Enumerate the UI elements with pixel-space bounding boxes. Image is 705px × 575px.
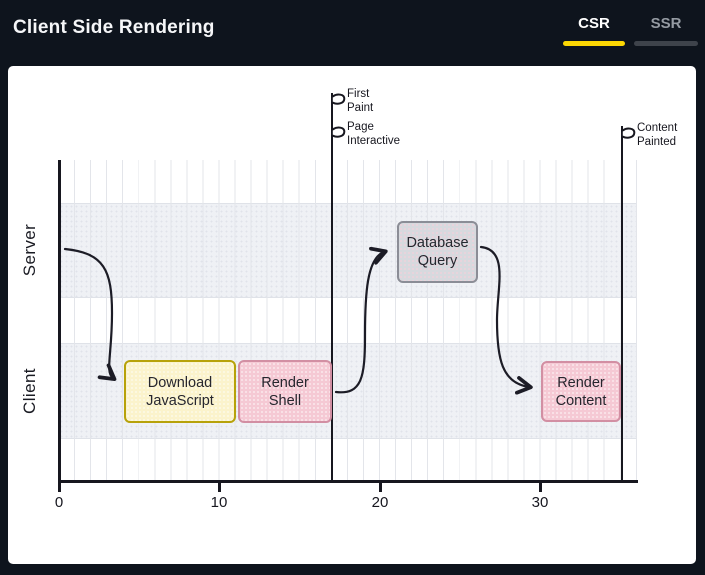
server-lane-label: Server	[20, 223, 39, 277]
grid-lines	[59, 160, 637, 481]
page-interactive-label: Page Interactive	[347, 121, 401, 147]
x-tick-label-10: 10	[210, 494, 228, 511]
tab-csr[interactable]: CSR	[563, 15, 625, 46]
first-paint-flag-line	[330, 93, 334, 481]
x-tick-20	[378, 483, 382, 492]
tab-ssr-underline	[634, 41, 698, 46]
first-paint-flag-icon	[331, 93, 346, 105]
content-painted-flag-icon	[621, 127, 636, 139]
tab-ssr[interactable]: SSR	[634, 15, 698, 46]
x-tick-label-20: 20	[371, 494, 389, 511]
y-axis	[57, 160, 61, 482]
tab-csr-label: CSR	[578, 15, 610, 32]
tab-bar: CSR SSR	[563, 15, 698, 46]
diagram-card: 0 10 20 30 Server Client First Paint Pag…	[8, 66, 696, 564]
x-tick-label-0: 0	[54, 494, 64, 511]
tab-csr-active-underline	[563, 41, 625, 46]
task-database-query: Database Query	[397, 221, 478, 283]
first-paint-label: First Paint	[347, 88, 374, 114]
page-interactive-flag-icon	[331, 126, 346, 138]
content-painted-label: Content Painted	[637, 122, 678, 148]
tab-ssr-label: SSR	[650, 15, 682, 32]
client-lane-label: Client	[20, 368, 39, 414]
x-axis	[57, 479, 638, 483]
x-tick-0	[57, 483, 61, 492]
task-download-javascript: Download JavaScript	[124, 360, 236, 423]
task-render-shell: Render Shell	[238, 360, 332, 423]
x-tick-label-30: 30	[531, 494, 549, 511]
x-tick-10	[218, 483, 221, 492]
content-painted-flag-line	[620, 126, 624, 481]
task-render-content: Render Content	[541, 361, 621, 422]
x-tick-30	[539, 483, 542, 492]
page-title: Client Side Rendering	[13, 17, 215, 38]
